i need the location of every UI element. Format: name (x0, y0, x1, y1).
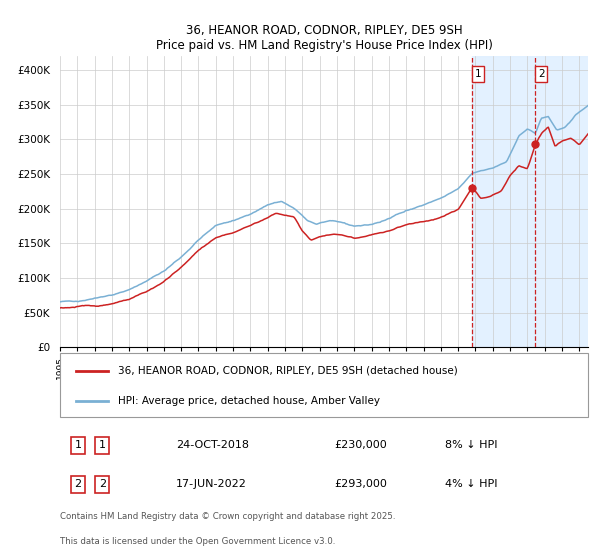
Text: 17-JUN-2022: 17-JUN-2022 (176, 479, 247, 489)
Text: 1: 1 (99, 440, 106, 450)
Text: £230,000: £230,000 (335, 440, 388, 450)
Title: 36, HEANOR ROAD, CODNOR, RIPLEY, DE5 9SH
Price paid vs. HM Land Registry's House: 36, HEANOR ROAD, CODNOR, RIPLEY, DE5 9SH… (155, 24, 493, 52)
Text: 36, HEANOR ROAD, CODNOR, RIPLEY, DE5 9SH (detached house): 36, HEANOR ROAD, CODNOR, RIPLEY, DE5 9SH… (118, 366, 458, 376)
Text: 24-OCT-2018: 24-OCT-2018 (176, 440, 249, 450)
Text: This data is licensed under the Open Government Licence v3.0.: This data is licensed under the Open Gov… (60, 537, 335, 547)
Text: 2: 2 (74, 479, 82, 489)
Text: 1: 1 (74, 440, 82, 450)
Bar (472, 56, 600, 347)
Text: 2: 2 (98, 479, 106, 489)
Text: HPI: Average price, detached house, Amber Valley: HPI: Average price, detached house, Ambe… (118, 396, 380, 406)
Text: 8% ↓ HPI: 8% ↓ HPI (445, 440, 498, 450)
Text: 4% ↓ HPI: 4% ↓ HPI (445, 479, 498, 489)
Text: £293,000: £293,000 (335, 479, 388, 489)
Text: 2: 2 (538, 69, 545, 79)
Text: Contains HM Land Registry data © Crown copyright and database right 2025.: Contains HM Land Registry data © Crown c… (60, 512, 395, 521)
FancyBboxPatch shape (60, 353, 588, 417)
Text: 1: 1 (475, 69, 482, 79)
